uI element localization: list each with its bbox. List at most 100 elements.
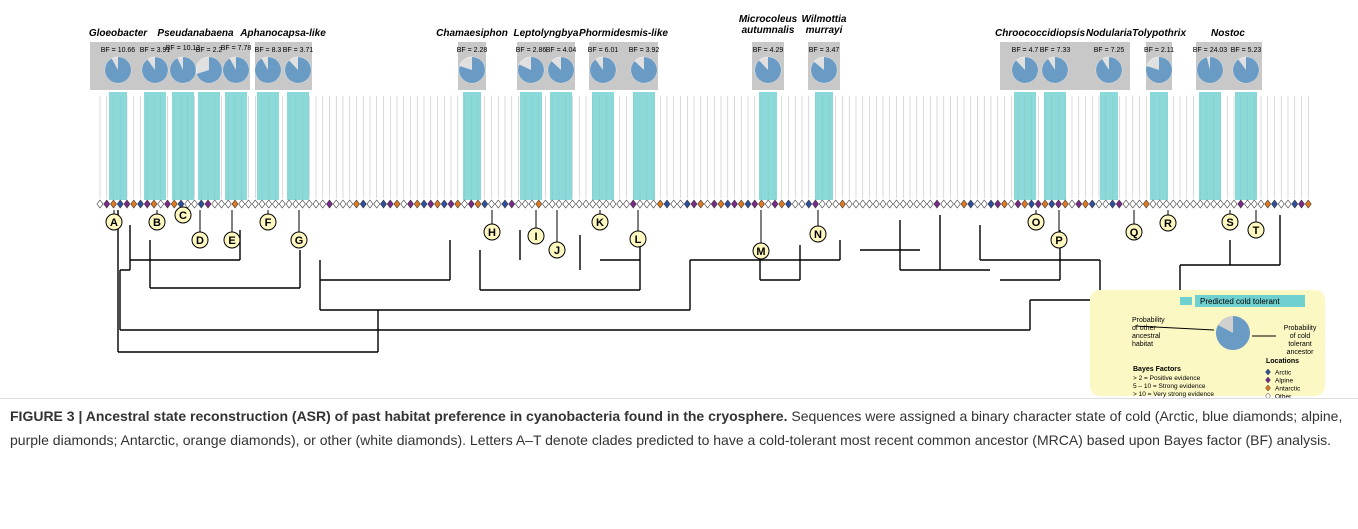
bf-label: BF = 24.03 xyxy=(1193,47,1228,54)
location-diamond xyxy=(1061,199,1069,209)
location-diamond xyxy=(474,199,482,209)
clade-marker xyxy=(1221,213,1239,231)
location-diamond xyxy=(906,199,914,209)
location-diamond xyxy=(589,199,597,209)
legend-cold-swatch xyxy=(1180,297,1192,305)
clade-letter: A xyxy=(110,217,118,229)
location-diamond xyxy=(656,199,664,209)
location-diamond xyxy=(380,199,387,209)
cold-clade-highlight xyxy=(463,92,481,200)
location-diamond xyxy=(488,199,495,209)
location-diamond xyxy=(1291,199,1299,209)
location-diamond xyxy=(1210,199,1218,209)
location-diamond xyxy=(103,199,111,209)
bf-label: BF = 2.11 xyxy=(1144,47,1174,54)
location-diamond xyxy=(832,199,840,209)
cold-clade-highlight xyxy=(172,92,194,200)
location-diamond xyxy=(953,199,961,209)
pie-cold xyxy=(196,57,223,84)
location-diamond xyxy=(339,199,347,209)
location-diamond xyxy=(110,199,117,209)
bf-label: BF = 8.3 xyxy=(255,47,282,54)
clade-letter: O xyxy=(1032,217,1041,229)
location-diamond xyxy=(575,199,583,209)
location-diamond xyxy=(1041,199,1049,209)
pie-cold xyxy=(1197,57,1223,84)
location-diamond xyxy=(899,199,907,209)
clade-letter: D xyxy=(196,235,204,247)
pie-cold xyxy=(1146,57,1172,84)
location-diamond xyxy=(1237,199,1245,209)
location-diamond xyxy=(609,199,617,209)
location-diamond xyxy=(643,199,651,209)
location-name: Antarctic xyxy=(1275,386,1301,393)
clade-letter: F xyxy=(265,217,272,229)
location-diamond xyxy=(170,199,178,209)
location-diamond xyxy=(1109,199,1116,209)
location-diamond xyxy=(596,199,603,209)
location-diamond xyxy=(852,199,860,209)
clade-letter: T xyxy=(1253,225,1260,237)
location-diamond xyxy=(150,199,158,209)
location-name: Arctic xyxy=(1275,370,1292,377)
clade-name: autumnalis xyxy=(742,25,795,36)
location-diamond xyxy=(717,199,725,209)
bf-label: BF = 7.33 xyxy=(1040,47,1071,54)
bayes-item: > 2 = Positive evidence xyxy=(1133,375,1201,382)
location-diamond xyxy=(359,199,367,209)
location-diamond xyxy=(204,199,212,209)
clade-name: Leptolyngbya xyxy=(513,28,578,39)
location-diamond xyxy=(758,199,765,209)
location-diamond xyxy=(285,199,293,209)
location-diamond xyxy=(1088,199,1096,209)
clade-letter: K xyxy=(596,217,604,229)
pie-cold xyxy=(590,57,616,84)
location-diamond xyxy=(1075,199,1083,209)
cold-clade-highlight xyxy=(1014,92,1036,200)
legend-cold-prob: ancestor xyxy=(1287,349,1315,356)
location-diamond xyxy=(1217,199,1224,209)
clade-name: Chroococcidiopsis xyxy=(995,28,1085,39)
clade-marker xyxy=(290,231,308,249)
location-diamond xyxy=(683,199,691,209)
location-diamond xyxy=(623,199,630,209)
bf-label: BF = 4.7 xyxy=(1012,47,1039,54)
location-diamond xyxy=(812,199,819,209)
location-diamond xyxy=(1304,199,1312,209)
location-diamond xyxy=(197,199,205,209)
location-diamond xyxy=(1163,199,1170,209)
location-diamond xyxy=(211,199,219,209)
location-diamond xyxy=(974,199,981,209)
location-diamond xyxy=(670,199,678,209)
location-diamond xyxy=(677,199,684,209)
location-diamond xyxy=(710,199,718,209)
bf-label: BF = 2.86 xyxy=(516,47,547,54)
location-diamond xyxy=(427,199,435,209)
location-diamond xyxy=(1196,199,1204,209)
location-diamond xyxy=(845,199,853,209)
pie-cold xyxy=(254,57,282,83)
clade-letter: L xyxy=(635,234,642,246)
clade-letter: M xyxy=(756,246,765,258)
location-diamond xyxy=(1007,199,1015,209)
location-diamond xyxy=(272,199,279,209)
location-name: Other xyxy=(1275,394,1292,399)
clade-marker xyxy=(548,241,566,259)
location-diamond xyxy=(218,199,225,209)
location-diamond xyxy=(265,199,273,209)
pie-cold xyxy=(755,57,782,83)
cold-clade-highlight xyxy=(109,92,127,200)
clade-marker xyxy=(223,231,241,249)
clade-marker xyxy=(174,206,192,224)
clade-letter: B xyxy=(153,217,161,229)
location-diamond xyxy=(920,199,927,209)
location-diamond xyxy=(400,199,408,209)
clade-name: Microcoleus xyxy=(739,14,798,25)
location-key xyxy=(1265,376,1271,384)
location-diamond xyxy=(521,199,529,209)
cold-clade-highlight xyxy=(1044,92,1066,200)
location-diamond xyxy=(839,199,846,209)
location-diamond xyxy=(1284,199,1292,209)
location-diamond xyxy=(481,199,489,209)
divider xyxy=(0,398,1358,399)
